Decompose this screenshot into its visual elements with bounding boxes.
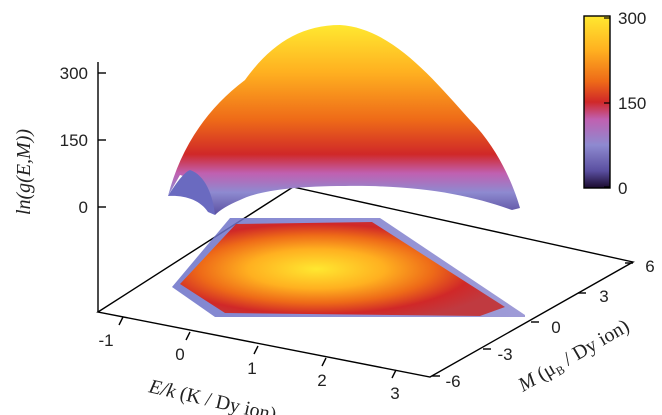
- colorbar: [583, 15, 611, 189]
- y-tick-3: 3: [599, 287, 608, 306]
- x-tick-0: 0: [175, 345, 184, 364]
- heatmap-projection: [172, 218, 525, 317]
- y-axis-label: M (μB / Dy ion): [514, 315, 635, 398]
- z-axis-label: ln(g(E,M)): [13, 129, 35, 215]
- z-tick-150: 150: [60, 131, 88, 150]
- x-tick-1: 1: [247, 359, 256, 378]
- y-axis-ticks: [432, 262, 633, 377]
- colorbar-tick-300: 300: [618, 9, 646, 28]
- colorbar-ticks: [604, 17, 610, 188]
- y-tick-0: 0: [551, 318, 560, 337]
- colorbar-tick-150: 150: [618, 94, 646, 113]
- y-tick-m3: -3: [497, 345, 512, 364]
- z-axis-ticks: [98, 72, 106, 208]
- x-tick-2: 2: [317, 371, 326, 390]
- x-tick-m1: -1: [98, 331, 113, 350]
- x-axis-ticks: [118, 316, 397, 379]
- surface: [168, 25, 520, 215]
- x-tick-3: 3: [390, 384, 399, 403]
- colorbar-tick-0: 0: [618, 179, 627, 198]
- x-axis-label: E/k (K / Dy ion): [146, 375, 279, 415]
- y-tick-m6: -6: [445, 372, 460, 391]
- y-tick-6: 6: [645, 257, 654, 276]
- z-tick-0: 0: [79, 198, 88, 217]
- z-tick-300: 300: [60, 64, 88, 83]
